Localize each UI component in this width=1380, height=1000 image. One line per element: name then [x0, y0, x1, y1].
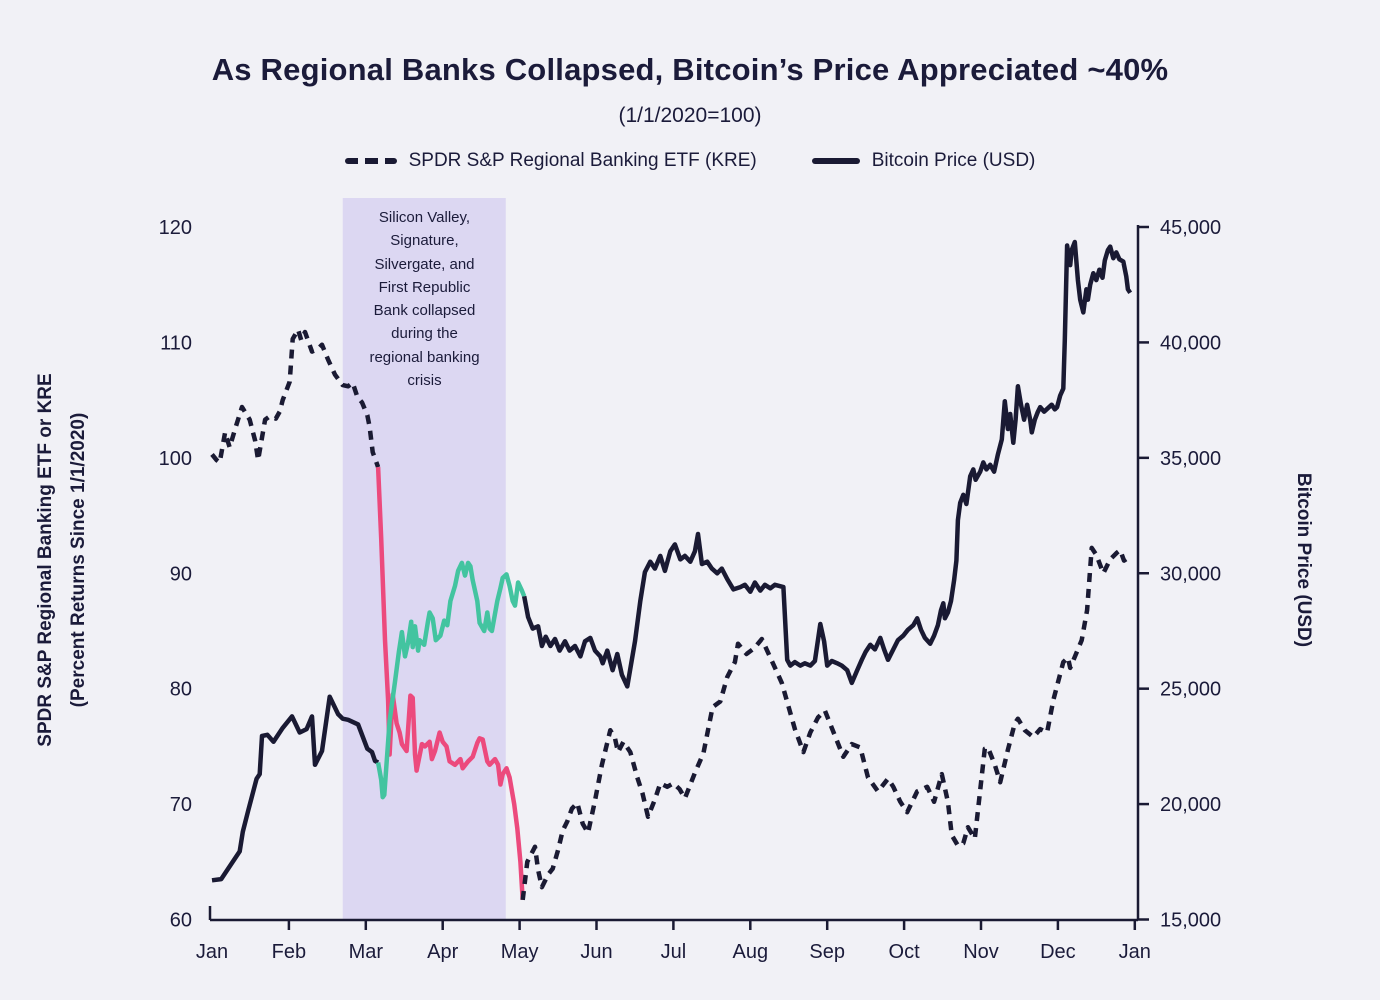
x-tick-label: Jan	[1119, 941, 1151, 963]
left-axis-tick-label: 120	[159, 217, 192, 239]
kre-line-segment-1	[375, 467, 525, 901]
right-axis-tick-label: 30,000	[1160, 563, 1221, 585]
legend-item-bitcoin: Bitcoin Price (USD)	[811, 150, 1036, 172]
crisis-band	[342, 198, 506, 920]
left-axis-tick-label: 90	[170, 563, 192, 585]
left-axis-tick-label: 70	[170, 794, 192, 816]
legend: SPDR S&P Regional Banking ETF (KRE) Bitc…	[0, 150, 1380, 172]
chart-title: As Regional Banks Collapsed, Bitcoin’s P…	[211, 52, 1169, 87]
right-axis-tick-label: 40,000	[1160, 332, 1221, 354]
kre-dashed-line-swatch	[344, 158, 397, 164]
left-axis-tick-label: 100	[159, 448, 192, 470]
x-tick-label: Jul	[661, 941, 687, 963]
x-tick-label: Apr	[427, 941, 458, 963]
legend-item-kre: SPDR S&P Regional Banking ETF (KRE)	[344, 150, 757, 172]
right-axis-tick-label: 45,000	[1160, 217, 1221, 239]
legend-label-kre: SPDR S&P Regional Banking ETF (KRE)	[408, 150, 757, 171]
x-tick-label: Sep	[809, 941, 845, 963]
left-axis-tick-label: 80	[170, 679, 192, 701]
left-axis-tick-label: 60	[170, 910, 192, 932]
chart-subtitle: (1/1/2020=100)	[618, 104, 762, 127]
x-tick-label: Nov	[963, 941, 999, 963]
left-axis-tick-label: 110	[160, 332, 192, 354]
right-axis-tick-label: 15,000	[1160, 910, 1221, 932]
x-tick-label: Jan	[196, 941, 228, 963]
kre-line-segment-2	[520, 545, 1130, 901]
btc-line-segment-0	[211, 694, 380, 883]
right-axis-tick-label: 25,000	[1160, 679, 1221, 701]
x-tick-label: Jun	[580, 941, 612, 963]
x-tick-label: Aug	[733, 941, 769, 963]
x-tick-label: Dec	[1040, 941, 1076, 963]
x-tick-label: Oct	[889, 941, 921, 963]
btc-line-segment-2	[521, 239, 1133, 689]
bitcoin-solid-line-swatch	[811, 158, 860, 164]
right-axis-tick-label: 35,000	[1160, 448, 1221, 470]
x-tick-label: May	[501, 941, 539, 963]
right-axis-tick-label: 20,000	[1160, 794, 1221, 816]
btc-line-segment-1	[375, 560, 527, 800]
x-tick-label: Feb	[272, 941, 306, 963]
legend-label-bitcoin: Bitcoin Price (USD)	[871, 150, 1036, 171]
kre-line-segment-0	[210, 327, 381, 468]
crisis-annotation: Silicon Valley, Signature, Silvergate, a…	[369, 209, 480, 389]
x-tick-label: Mar	[349, 941, 384, 963]
